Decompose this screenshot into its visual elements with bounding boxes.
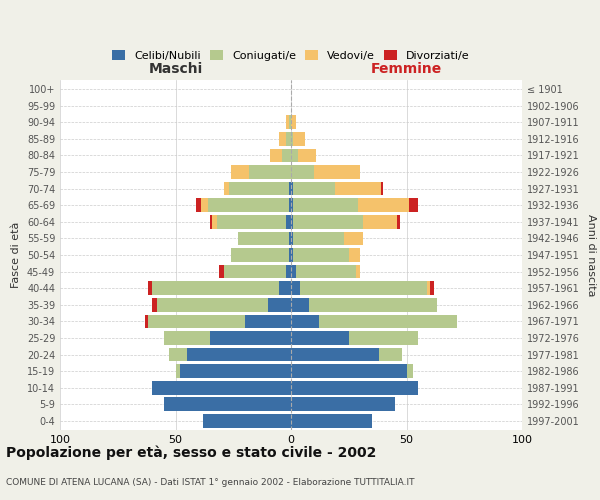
Bar bbox=[210, 215, 212, 228]
Bar bbox=[291, 132, 293, 145]
Bar bbox=[176, 364, 180, 378]
Bar bbox=[397, 215, 400, 228]
Bar bbox=[201, 198, 208, 212]
Bar bbox=[286, 215, 291, 228]
Bar bbox=[291, 314, 319, 328]
Bar bbox=[291, 148, 298, 162]
Bar bbox=[362, 215, 397, 228]
Bar bbox=[291, 116, 296, 129]
Bar bbox=[293, 215, 362, 228]
Bar bbox=[379, 348, 402, 362]
Bar bbox=[289, 116, 291, 129]
Bar bbox=[220, 265, 224, 278]
Bar bbox=[291, 381, 418, 394]
Bar bbox=[291, 398, 395, 411]
Bar bbox=[148, 282, 152, 295]
Bar bbox=[381, 182, 383, 196]
Bar bbox=[203, 414, 291, 428]
Text: Femmine: Femmine bbox=[371, 62, 442, 76]
Text: COMUNE DI ATENA LUCANA (SA) - Dati ISTAT 1° gennaio 2002 - Elaborazione TUTTITAL: COMUNE DI ATENA LUCANA (SA) - Dati ISTAT… bbox=[6, 478, 415, 487]
Bar bbox=[293, 232, 344, 245]
Bar bbox=[409, 198, 418, 212]
Bar bbox=[293, 182, 335, 196]
Bar bbox=[296, 265, 356, 278]
Bar bbox=[286, 132, 291, 145]
Bar bbox=[349, 248, 360, 262]
Bar bbox=[231, 248, 289, 262]
Bar bbox=[291, 265, 296, 278]
Bar bbox=[224, 265, 286, 278]
Bar bbox=[210, 331, 291, 344]
Bar bbox=[291, 166, 314, 179]
Bar bbox=[291, 348, 379, 362]
Bar bbox=[300, 282, 427, 295]
Bar bbox=[164, 398, 291, 411]
Bar bbox=[212, 215, 217, 228]
Y-axis label: Anni di nascita: Anni di nascita bbox=[586, 214, 596, 296]
Bar bbox=[187, 348, 291, 362]
Bar bbox=[293, 132, 305, 145]
Bar bbox=[245, 314, 291, 328]
Bar bbox=[196, 198, 201, 212]
Bar bbox=[280, 132, 286, 145]
Bar bbox=[229, 182, 289, 196]
Bar bbox=[291, 182, 293, 196]
Bar bbox=[356, 265, 360, 278]
Bar bbox=[298, 148, 316, 162]
Bar bbox=[286, 265, 291, 278]
Bar bbox=[291, 198, 293, 212]
Bar bbox=[291, 298, 310, 312]
Bar bbox=[152, 381, 291, 394]
Bar bbox=[224, 182, 229, 196]
Bar bbox=[358, 198, 409, 212]
Bar bbox=[314, 166, 360, 179]
Bar bbox=[430, 282, 434, 295]
Bar bbox=[238, 232, 289, 245]
Bar bbox=[157, 298, 268, 312]
Bar bbox=[344, 232, 362, 245]
Text: Maschi: Maschi bbox=[148, 62, 203, 76]
Bar bbox=[427, 282, 430, 295]
Bar bbox=[291, 248, 293, 262]
Bar bbox=[319, 314, 457, 328]
Bar bbox=[289, 232, 291, 245]
Bar bbox=[291, 232, 293, 245]
Bar bbox=[152, 298, 157, 312]
Bar bbox=[217, 215, 286, 228]
Bar bbox=[291, 215, 293, 228]
Bar bbox=[286, 116, 289, 129]
Bar bbox=[291, 364, 407, 378]
Bar bbox=[208, 198, 289, 212]
Bar bbox=[164, 331, 210, 344]
Bar bbox=[152, 282, 280, 295]
Bar bbox=[268, 298, 291, 312]
Bar bbox=[289, 198, 291, 212]
Text: Popolazione per età, sesso e stato civile - 2002: Popolazione per età, sesso e stato civil… bbox=[6, 446, 376, 460]
Bar bbox=[335, 182, 381, 196]
Bar bbox=[293, 248, 349, 262]
Bar bbox=[180, 364, 291, 378]
Bar bbox=[250, 166, 291, 179]
Bar bbox=[148, 314, 245, 328]
Bar bbox=[349, 331, 418, 344]
Bar bbox=[289, 248, 291, 262]
Bar bbox=[282, 148, 291, 162]
Bar bbox=[310, 298, 437, 312]
Bar bbox=[169, 348, 187, 362]
Bar bbox=[291, 414, 372, 428]
Bar bbox=[291, 282, 300, 295]
Bar bbox=[293, 198, 358, 212]
Legend: Celibi/Nubili, Coniugati/e, Vedovi/e, Divorziati/e: Celibi/Nubili, Coniugati/e, Vedovi/e, Di… bbox=[108, 46, 474, 65]
Y-axis label: Fasce di età: Fasce di età bbox=[11, 222, 21, 288]
Bar bbox=[407, 364, 413, 378]
Bar bbox=[289, 182, 291, 196]
Bar bbox=[270, 148, 282, 162]
Bar bbox=[291, 331, 349, 344]
Bar bbox=[280, 282, 291, 295]
Bar bbox=[231, 166, 250, 179]
Bar bbox=[145, 314, 148, 328]
